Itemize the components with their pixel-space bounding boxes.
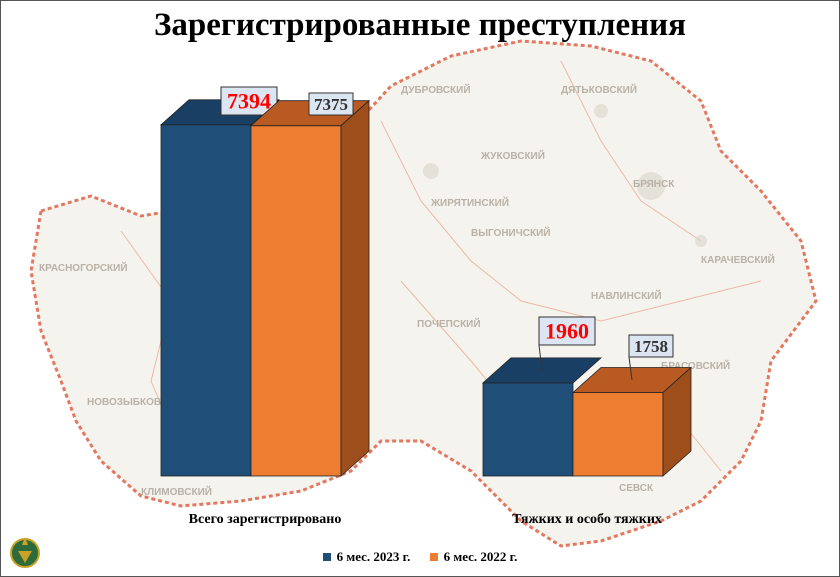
data-label-1-1: 1758 [634, 337, 668, 356]
chart-title: Зарегистрированные преступления [154, 7, 686, 43]
data-label-0-0: 7394 [227, 89, 271, 114]
legend: 6 мес. 2023 г. 6 мес. 2022 г. [1, 549, 839, 565]
data-label-0-1: 7375 [314, 95, 348, 114]
data-label-box-0-1 [308, 92, 354, 116]
bar-side-1-1 [662, 366, 692, 477]
bar-front-0-0 [160, 124, 252, 477]
bar-side-0-1 [340, 99, 370, 477]
data-label-box-1-0 [538, 316, 596, 346]
bar-front-1-0 [482, 382, 574, 477]
map-label: ЖУКОВСКИЙ [480, 149, 545, 162]
category-label-0: Всего зарегистрировано [189, 512, 342, 527]
map-label: НОВОЗЫБКОВ [87, 397, 161, 408]
data-label-box-1-1 [628, 334, 674, 358]
map-label: НАВЛИНСКИЙ [591, 289, 662, 302]
bar-front-1-1 [572, 392, 664, 477]
map-label: КРАСНОГОРСКИЙ [39, 261, 128, 274]
map-label: ДУБРОВСКИЙ [401, 83, 471, 96]
map-label: ДЯТЬКОВСКИЙ [561, 83, 637, 96]
data-label-1-0: 1960 [545, 319, 589, 344]
legend-swatch-2023 [322, 553, 331, 561]
map-label: СЕВСК [619, 483, 654, 494]
legend-label-2022: 6 мес. 2022 г. [443, 549, 518, 564]
legend-item-2022: 6 мес. 2022 г. [429, 549, 518, 565]
map-label: БРЯНСК [633, 179, 675, 190]
legend-swatch-2022 [429, 553, 438, 561]
map-label: КЛИМОВСКИЙ [141, 485, 212, 498]
map-label: КАРАЧЕВСКИЙ [701, 253, 775, 266]
legend-item-2023: 6 мес. 2023 г. [322, 549, 411, 565]
data-label-leader-1-1 [628, 356, 633, 381]
map-label: ВЫГОНИЧСКИЙ [471, 226, 550, 239]
legend-label-2023: 6 мес. 2023 г. [336, 549, 411, 564]
bar-front-0-1 [250, 125, 342, 477]
prosecutor-emblem-icon [10, 537, 40, 568]
data-label-leader-1-0 [538, 344, 543, 371]
map-label: ПОЧЕПСКИЙ [417, 317, 481, 330]
category-label-1: Тяжких и особо тяжких [512, 512, 662, 527]
map-label: ЖИРЯТИНСКИЙ [430, 196, 509, 209]
